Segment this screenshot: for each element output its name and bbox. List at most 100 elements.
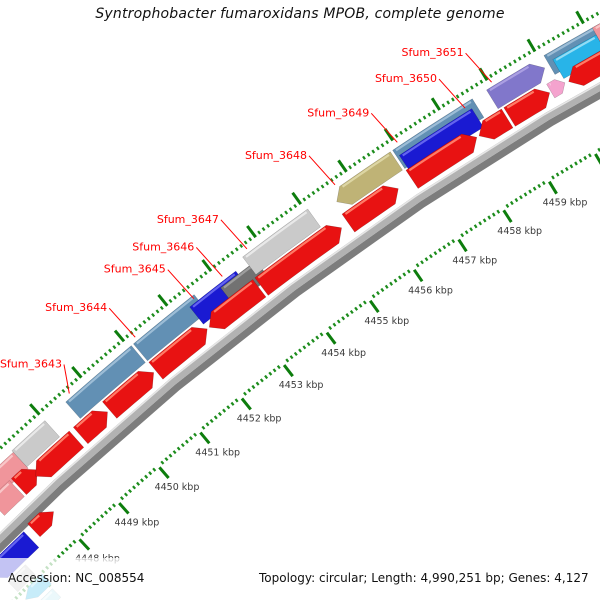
ruler-minor-dot [217,260,221,265]
ruler-minor-dot [268,371,273,376]
ruler-minor-dot [69,381,74,386]
ruler-minor-dot [470,85,474,90]
ruler-major-tick [594,153,600,165]
ruler-minor-dot [32,415,37,420]
gene-label: Sfum_3648 [245,149,307,162]
ruler-minor-dot [266,223,270,228]
gene-sfum-3651 [486,63,546,110]
ruler-minor-dot [111,503,117,508]
gene-red-6 [254,225,342,296]
ruler-minor-dot [397,275,402,280]
ruler-minor-dot [503,65,508,70]
ruler-minor-dot [578,158,583,163]
kbp-tick-label: 4449 kbp [115,518,160,529]
ruler-minor-dot [352,162,357,167]
ruler-minor-dot [132,485,137,490]
ruler-minor-dot [264,374,269,380]
ruler-minor-dot [251,384,256,390]
ruler-minor-dot [595,11,600,16]
ruler-minor-dot [491,212,496,217]
ruler-major-tick [157,293,169,307]
ruler-minor-dot [585,17,590,22]
gene-salmon-2 [0,480,25,516]
ruler-minor-dot [142,319,147,325]
ruler-minor-dot [125,334,130,339]
gene-sfum-3645-highlight [192,273,236,308]
ruler-major-tick [383,128,395,142]
ruler-minor-dot [432,109,436,114]
ruler-minor-dot [255,381,260,386]
ruler-minor-dot [489,73,493,78]
ruler-minor-dot [221,257,226,262]
ruler-minor-dot [222,408,227,413]
ruler-minor-dot [319,332,324,337]
ruler-minor-dot [332,322,337,327]
ruler-minor-dot [234,398,239,403]
ruler-minor-dot [376,291,380,296]
ruler-minor-dot [336,319,341,324]
kbp-tick-label: 4453 kbp [279,380,324,391]
genome-backbone-arc [0,82,600,554]
ruler-minor-dot [288,207,293,212]
ruler-minor-dot [498,68,503,73]
ruler-minor-dot [380,287,385,293]
ruler-minor-dot [523,192,528,197]
ruler-minor-dot [190,281,195,286]
ruler-minor-dot [225,254,230,259]
ruler-major-tick [201,259,213,273]
ruler-minor-dot [123,492,129,497]
backbone-highlight [0,82,600,535]
gene-red-6-highlight [257,227,327,279]
ruler-minor-dot [315,335,320,340]
ruler-minor-dot [213,415,218,420]
gene-red-small-1-highlight [13,471,22,479]
ruler-minor-dot [464,230,469,235]
ruler-minor-dot [338,171,343,176]
ruler-major-tick [337,159,348,173]
ruler-minor-dot [362,155,366,160]
gene-sfum-3648 [336,151,403,205]
kbp-tick-label: 4450 kbp [155,482,200,493]
leader-line [108,307,136,338]
gene-red-2-highlight [75,412,93,428]
gene-red-9-highlight [484,111,501,123]
ruler-major-tick [246,225,257,239]
ruler-minor-dot [527,50,532,55]
ruler-minor-dot [0,445,4,450]
ruler-minor-dot [451,239,456,244]
ruler-minor-dot [394,133,399,139]
ruler-minor-dot [413,121,418,126]
ruler-minor-dot [159,305,164,310]
ruler-minor-dot [478,221,483,226]
ruler-minor-dot [402,272,407,277]
gene-label: Sfum_3649 [307,106,369,119]
leader-line [438,78,466,109]
gene-sfum-3643 [65,345,146,419]
ruler-minor-dot [289,355,294,360]
map-title: Syntrophobacter fumaroxidans MPOB, compl… [95,6,505,22]
ruler-minor-dot [116,341,121,346]
gene-sfum-3646-highlight [223,263,256,289]
ruler-minor-dot [40,407,45,412]
ruler-minor-dot [205,422,210,427]
ruler-minor-dot [537,45,541,50]
ruler-minor-dot [136,481,141,486]
ruler-minor-dot [293,351,298,356]
ruler-minor-dot [505,203,510,208]
ruler-minor-dot [80,532,85,537]
ruler-minor-dot [482,218,487,223]
ruler-minor-dot [517,56,522,61]
ruler-minor-dot [284,210,289,215]
ruler-minor-dot [546,39,551,44]
ruler-minor-dot [144,474,149,479]
ruler-minor-dot [234,247,239,252]
ruler-minor-dot [389,281,394,286]
ruler-minor-dot [186,284,190,290]
ruler-minor-dot [551,36,556,41]
ruler-major-tick [78,538,91,551]
ruler-minor-dot [247,388,252,393]
ruler-minor-dot [424,257,429,262]
ruler-minor-dot [259,378,264,383]
ruler-major-tick [113,329,126,343]
